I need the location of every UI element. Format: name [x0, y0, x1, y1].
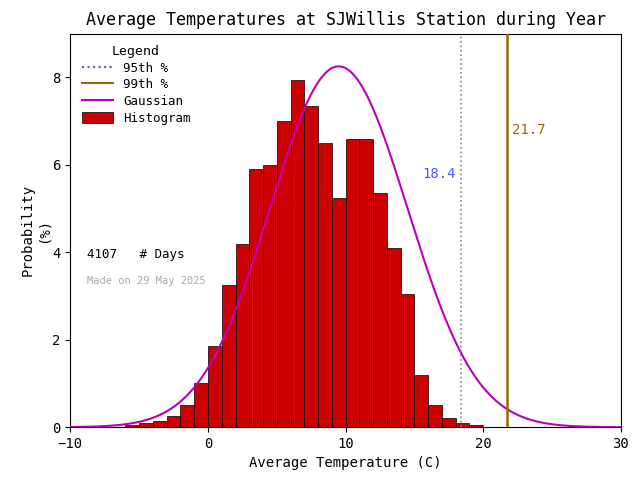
Bar: [153, 420, 166, 427]
Bar: [236, 243, 250, 427]
Title: Average Temperatures at SJWillis Station during Year: Average Temperatures at SJWillis Station…: [86, 11, 605, 29]
Bar: [125, 425, 140, 427]
Bar: [250, 169, 263, 427]
Bar: [318, 143, 332, 427]
Bar: [415, 375, 428, 427]
Text: 21.7: 21.7: [512, 123, 545, 137]
Bar: [208, 346, 222, 427]
Bar: [360, 139, 373, 427]
Text: Made on 29 May 2025: Made on 29 May 2025: [87, 276, 205, 286]
Bar: [263, 165, 277, 427]
Bar: [387, 248, 401, 427]
Bar: [346, 139, 360, 427]
Bar: [456, 423, 470, 427]
Bar: [305, 106, 318, 427]
Bar: [222, 285, 236, 427]
X-axis label: Average Temperature (C): Average Temperature (C): [250, 456, 442, 470]
Bar: [373, 193, 387, 427]
Bar: [277, 121, 291, 427]
Bar: [140, 423, 153, 427]
Bar: [166, 416, 180, 427]
Bar: [332, 198, 346, 427]
Text: 18.4: 18.4: [422, 167, 456, 180]
Bar: [470, 425, 483, 427]
Bar: [442, 419, 456, 427]
Bar: [428, 405, 442, 427]
Bar: [401, 294, 415, 427]
Bar: [180, 405, 195, 427]
Legend: 95th %, 99th %, Gaussian, Histogram: 95th %, 99th %, Gaussian, Histogram: [77, 40, 195, 130]
Y-axis label: Probability
(%): Probability (%): [20, 184, 51, 276]
Bar: [195, 384, 208, 427]
Text: 4107   # Days: 4107 # Days: [87, 248, 184, 261]
Bar: [291, 80, 305, 427]
